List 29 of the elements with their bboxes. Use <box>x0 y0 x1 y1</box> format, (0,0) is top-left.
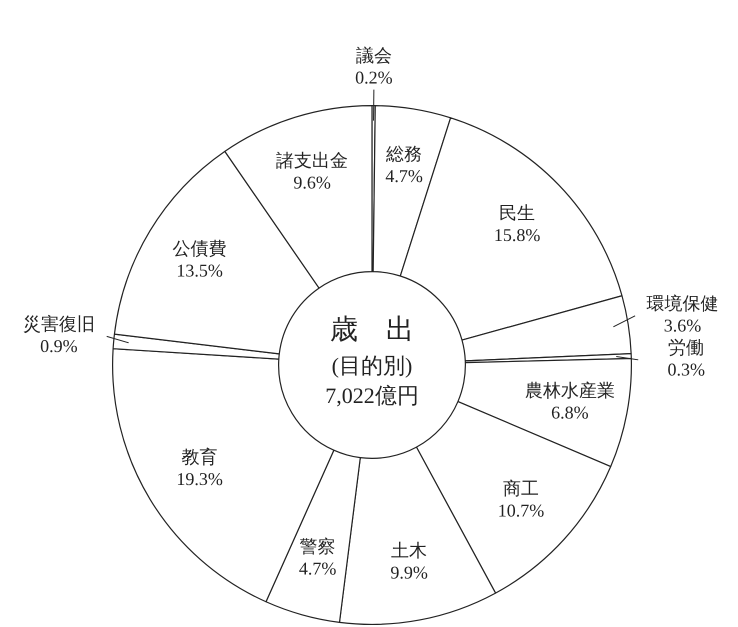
data-label: 4.7% <box>298 558 336 579</box>
slice-label: 議会 <box>356 45 392 66</box>
slice-label: 商工 <box>502 478 539 498</box>
slice-label: 警察 <box>300 536 336 557</box>
data-label: 9.9% <box>390 562 428 583</box>
slice-label: 教育 <box>182 446 218 467</box>
slice-label: 公債費 <box>172 238 227 259</box>
slice-label: 災害復旧 <box>22 314 95 334</box>
slice-label: 農林水産業 <box>524 380 615 400</box>
text: 7,022億円 <box>325 382 419 408</box>
slice-label: 環境保健 <box>646 294 719 314</box>
data-label: 3.6% <box>664 316 702 336</box>
data-label: 0.9% <box>40 336 78 356</box>
data-label: 9.6% <box>293 172 331 192</box>
data-label: 13.5% <box>176 260 223 281</box>
data-label: 6.8% <box>551 402 589 422</box>
slice-label: 民生 <box>499 203 536 224</box>
data-label: 19.3% <box>176 468 223 489</box>
slice-label: 土木 <box>391 540 428 561</box>
data-label: 10.7% <box>498 500 544 520</box>
slice-label: 総務 <box>385 144 422 164</box>
legend-label: 労働 <box>668 338 704 358</box>
data-label: 15.8% <box>494 225 540 246</box>
data-label: 0.2% <box>355 67 393 88</box>
text: (目的別) <box>332 352 412 378</box>
text: 歳 出 <box>330 314 414 346</box>
slice-label: 諸支出金 <box>276 150 348 170</box>
data-label: 0.3% <box>667 360 705 380</box>
data-label: 4.7% <box>385 166 423 186</box>
